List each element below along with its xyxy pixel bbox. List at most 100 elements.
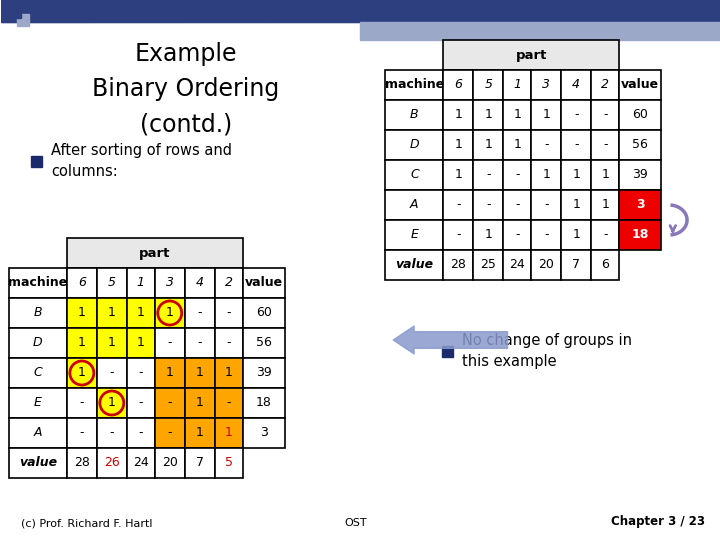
Text: 1: 1 (225, 367, 233, 380)
Bar (591, 190, 619, 220)
Bar (561, 160, 591, 190)
Text: 39: 39 (256, 367, 271, 380)
Text: B: B (34, 307, 42, 320)
Bar (619, 220, 661, 250)
Bar (243, 388, 284, 418)
Text: 6: 6 (454, 78, 462, 91)
Text: 6: 6 (78, 276, 86, 289)
FancyArrowPatch shape (393, 326, 508, 354)
Bar (531, 160, 561, 190)
Text: -: - (226, 336, 231, 349)
Text: 4: 4 (196, 276, 204, 289)
Bar (630, 0, 720, 22)
Bar (155, 328, 185, 358)
Bar (31, 156, 42, 167)
Bar (503, 220, 531, 250)
Bar (9, 298, 67, 328)
Text: machine: machine (384, 78, 444, 91)
Text: -: - (197, 336, 202, 349)
Text: -: - (168, 396, 172, 409)
Bar (561, 100, 591, 130)
Text: 1: 1 (513, 138, 521, 152)
Bar (9, 388, 67, 418)
Bar (96, 328, 127, 358)
Text: 56: 56 (632, 138, 648, 152)
Text: -: - (456, 199, 461, 212)
Text: 1: 1 (108, 336, 116, 349)
Bar (185, 298, 215, 328)
Bar (91, 0, 181, 22)
Bar (127, 448, 155, 478)
Bar (591, 250, 619, 280)
Bar (185, 358, 215, 388)
Bar (155, 388, 185, 418)
Text: -: - (544, 199, 549, 212)
Bar (450, 0, 540, 22)
Bar (385, 220, 444, 250)
Text: 6: 6 (601, 259, 609, 272)
Text: -: - (515, 228, 520, 241)
Text: -: - (109, 367, 114, 380)
Text: 24: 24 (509, 259, 525, 272)
Bar (215, 298, 243, 328)
Text: -: - (574, 109, 578, 122)
Bar (127, 328, 155, 358)
Bar (96, 268, 127, 298)
Bar (155, 358, 185, 388)
Bar (503, 250, 531, 280)
Bar (561, 130, 591, 160)
Bar (215, 418, 243, 448)
Bar (591, 160, 619, 190)
Text: 1: 1 (108, 307, 116, 320)
Bar (67, 328, 96, 358)
Text: -: - (109, 427, 114, 440)
Bar (1, 0, 91, 22)
Bar (17, 14, 29, 26)
Text: 1: 1 (166, 367, 174, 380)
Text: 25: 25 (480, 259, 496, 272)
Bar (385, 130, 444, 160)
Text: Example
Binary Ordering
(contd.): Example Binary Ordering (contd.) (92, 42, 279, 137)
Text: 1: 1 (454, 168, 462, 181)
Text: 5: 5 (108, 276, 116, 289)
Text: value: value (245, 276, 283, 289)
Text: -: - (138, 427, 143, 440)
Bar (215, 328, 243, 358)
Bar (9, 448, 67, 478)
Bar (67, 418, 96, 448)
Text: 1: 1 (78, 367, 86, 380)
Bar (503, 70, 531, 100)
Bar (503, 130, 531, 160)
Text: 1: 1 (137, 276, 145, 289)
Text: -: - (456, 228, 461, 241)
Text: 7: 7 (572, 259, 580, 272)
Text: part: part (516, 49, 547, 62)
Text: 1: 1 (454, 109, 462, 122)
Bar (215, 358, 243, 388)
Text: 1: 1 (137, 307, 145, 320)
Bar (67, 238, 243, 268)
Bar (215, 448, 243, 478)
Bar (591, 70, 619, 100)
Text: 24: 24 (133, 456, 148, 469)
Text: 20: 20 (162, 456, 178, 469)
Text: 1: 1 (572, 199, 580, 212)
Text: 7: 7 (196, 456, 204, 469)
Text: C: C (410, 168, 419, 181)
Bar (561, 190, 591, 220)
Bar (243, 298, 284, 328)
Text: 18: 18 (256, 396, 271, 409)
Text: -: - (515, 168, 520, 181)
Bar (9, 6, 21, 18)
Text: -: - (515, 199, 520, 212)
Bar (473, 160, 503, 190)
Bar (155, 418, 185, 448)
Bar (540, 0, 630, 22)
Bar (444, 130, 473, 160)
Text: 2: 2 (225, 276, 233, 289)
Bar (531, 250, 561, 280)
Text: 1: 1 (542, 109, 550, 122)
Text: -: - (544, 228, 549, 241)
Bar (619, 160, 661, 190)
Text: C: C (34, 367, 42, 380)
